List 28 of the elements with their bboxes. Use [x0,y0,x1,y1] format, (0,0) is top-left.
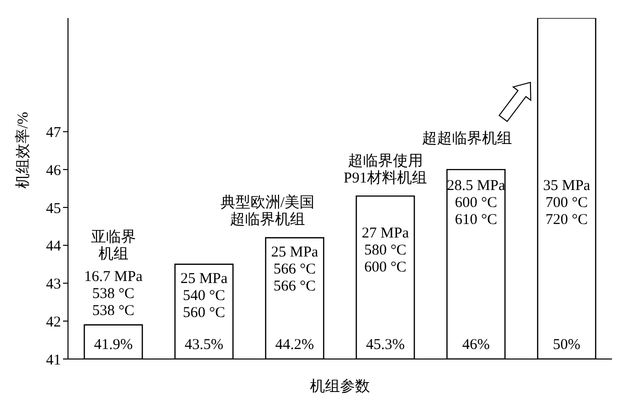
annotation: 28.5 MPa 600 °C 610 °C [446,178,506,228]
y-tick-label: 47 [46,124,62,141]
y-axis-title: 机组效率/% [14,112,32,188]
annotation: 27 MPa 580 °C 600 °C [362,225,410,276]
annotation: 超临界使用 [348,152,423,170]
annotation: 25 MPa 540 °C 560 °C [180,270,228,321]
annotation: 超临界机组 [230,211,305,228]
annotation: 35 MPa 700 °C 720 °C [543,178,591,228]
data-label: 46% [462,337,490,353]
y-tick-label: 44 [46,238,62,255]
y-tick-label: 41 [46,352,61,368]
data-label: 41.9% [94,337,133,353]
y-tick-label: 43 [46,276,61,293]
annotation: 25 MPa 566 °C 566 °C [271,244,319,294]
y-tick-label: 46 [46,162,62,179]
annotation: 亚临界 [90,228,136,246]
annotation: 机组 [98,245,128,262]
data-label: 45.3% [366,337,405,353]
annotation: 典型欧洲/美国 [220,194,315,212]
data-label: 44.2% [275,337,314,353]
annotation: 16.7 MPa 538 °C 538 °C [84,269,143,320]
y-tick-label: 45 [46,200,61,217]
data-label: 50% [552,337,580,353]
annotation: P91材料机组 [344,170,428,187]
y-tick-label: 42 [46,314,61,330]
data-label: 43.5% [184,337,224,353]
x-axis-title: 机组参数 [310,378,370,395]
annotation: 超超临界机组 [422,130,512,147]
